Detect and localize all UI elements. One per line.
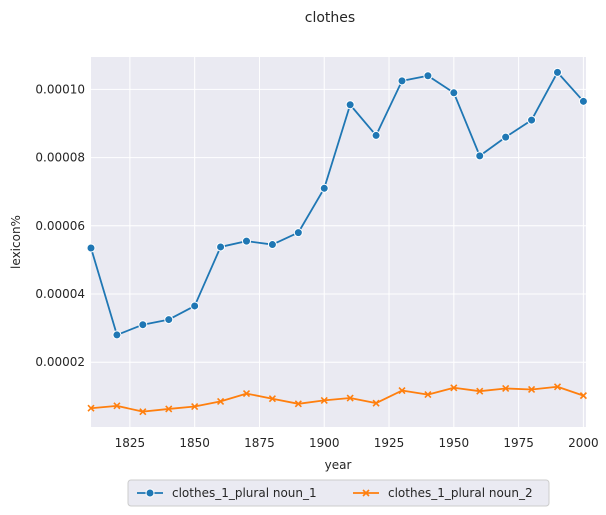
data-point bbox=[145, 488, 155, 498]
x-tick-label: 1825 bbox=[115, 436, 146, 450]
data-point bbox=[346, 394, 354, 402]
data-point bbox=[528, 385, 536, 394]
data-point bbox=[501, 132, 511, 142]
grid-lines bbox=[91, 57, 586, 427]
series-layer bbox=[86, 67, 588, 416]
x-tick-label: 1950 bbox=[439, 436, 470, 450]
legend: clothes_1_plural noun_1 clothes_1_plural … bbox=[127, 479, 550, 507]
data-point bbox=[320, 396, 328, 404]
legend-label: clothes_1_plural noun_1 bbox=[172, 486, 317, 500]
data-point bbox=[87, 404, 95, 412]
data-point bbox=[86, 243, 96, 253]
y-axis-label: lexicon% bbox=[9, 215, 23, 269]
data-point bbox=[293, 228, 303, 238]
data-point bbox=[190, 301, 200, 311]
data-point bbox=[553, 383, 562, 391]
data-point bbox=[242, 390, 251, 398]
data-point bbox=[527, 115, 537, 125]
data-point bbox=[424, 391, 432, 399]
legend-box bbox=[127, 479, 550, 507]
data-point bbox=[397, 76, 407, 86]
y-axis: 0.00002 0.00004 0.00006 0.00008 0.00010 bbox=[35, 82, 85, 369]
x-tick-label: 1900 bbox=[309, 436, 340, 450]
data-point bbox=[267, 240, 277, 250]
y-tick-label: 0.00004 bbox=[35, 287, 85, 301]
data-point bbox=[319, 183, 329, 193]
series-line bbox=[90, 385, 584, 413]
data-point bbox=[579, 392, 587, 400]
series-2 bbox=[87, 383, 587, 416]
data-point bbox=[423, 71, 433, 81]
data-point bbox=[138, 320, 148, 330]
series-line bbox=[90, 71, 585, 336]
data-point bbox=[268, 395, 276, 403]
x-tick-label: 1975 bbox=[503, 436, 534, 450]
data-point bbox=[372, 399, 380, 407]
data-point bbox=[165, 405, 173, 413]
data-point bbox=[552, 67, 562, 77]
x-axis: 1825 1850 1875 1900 1925 1950 1975 2000 bbox=[115, 436, 599, 450]
x-tick-label: 1925 bbox=[374, 436, 405, 450]
data-point bbox=[449, 88, 459, 98]
legend-label: clothes_1_plural noun_2 bbox=[388, 486, 533, 500]
y-tick-label: 0.00010 bbox=[35, 82, 85, 96]
legend-entry: clothes_1_plural noun_1 bbox=[137, 486, 317, 500]
data-point bbox=[345, 100, 355, 110]
data-point bbox=[450, 384, 458, 392]
data-point bbox=[216, 242, 226, 252]
data-point bbox=[578, 96, 588, 106]
data-point bbox=[502, 384, 510, 393]
data-point bbox=[164, 315, 174, 325]
data-point bbox=[191, 402, 199, 411]
x-tick-label: 1850 bbox=[179, 436, 210, 450]
y-tick-label: 0.00006 bbox=[35, 219, 85, 233]
chart-title: clothes bbox=[305, 10, 355, 26]
data-point bbox=[241, 236, 251, 246]
y-tick-label: 0.00008 bbox=[35, 151, 85, 165]
series-1 bbox=[86, 67, 588, 340]
data-point bbox=[371, 130, 381, 140]
data-point bbox=[362, 489, 370, 497]
data-point bbox=[112, 330, 122, 340]
legend-entry: clothes_1_plural noun_2 bbox=[353, 486, 533, 500]
x-tick-label: 1875 bbox=[244, 436, 275, 450]
x-tick-label: 2000 bbox=[568, 436, 599, 450]
data-point bbox=[294, 400, 302, 408]
data-point bbox=[217, 397, 225, 405]
data-point bbox=[475, 151, 485, 161]
data-point bbox=[139, 408, 147, 416]
data-point bbox=[113, 402, 121, 410]
plot-area bbox=[91, 57, 586, 427]
data-point bbox=[398, 386, 406, 395]
y-tick-label: 0.00002 bbox=[35, 355, 85, 369]
data-point bbox=[476, 387, 484, 395]
x-axis-label: year bbox=[325, 458, 352, 472]
